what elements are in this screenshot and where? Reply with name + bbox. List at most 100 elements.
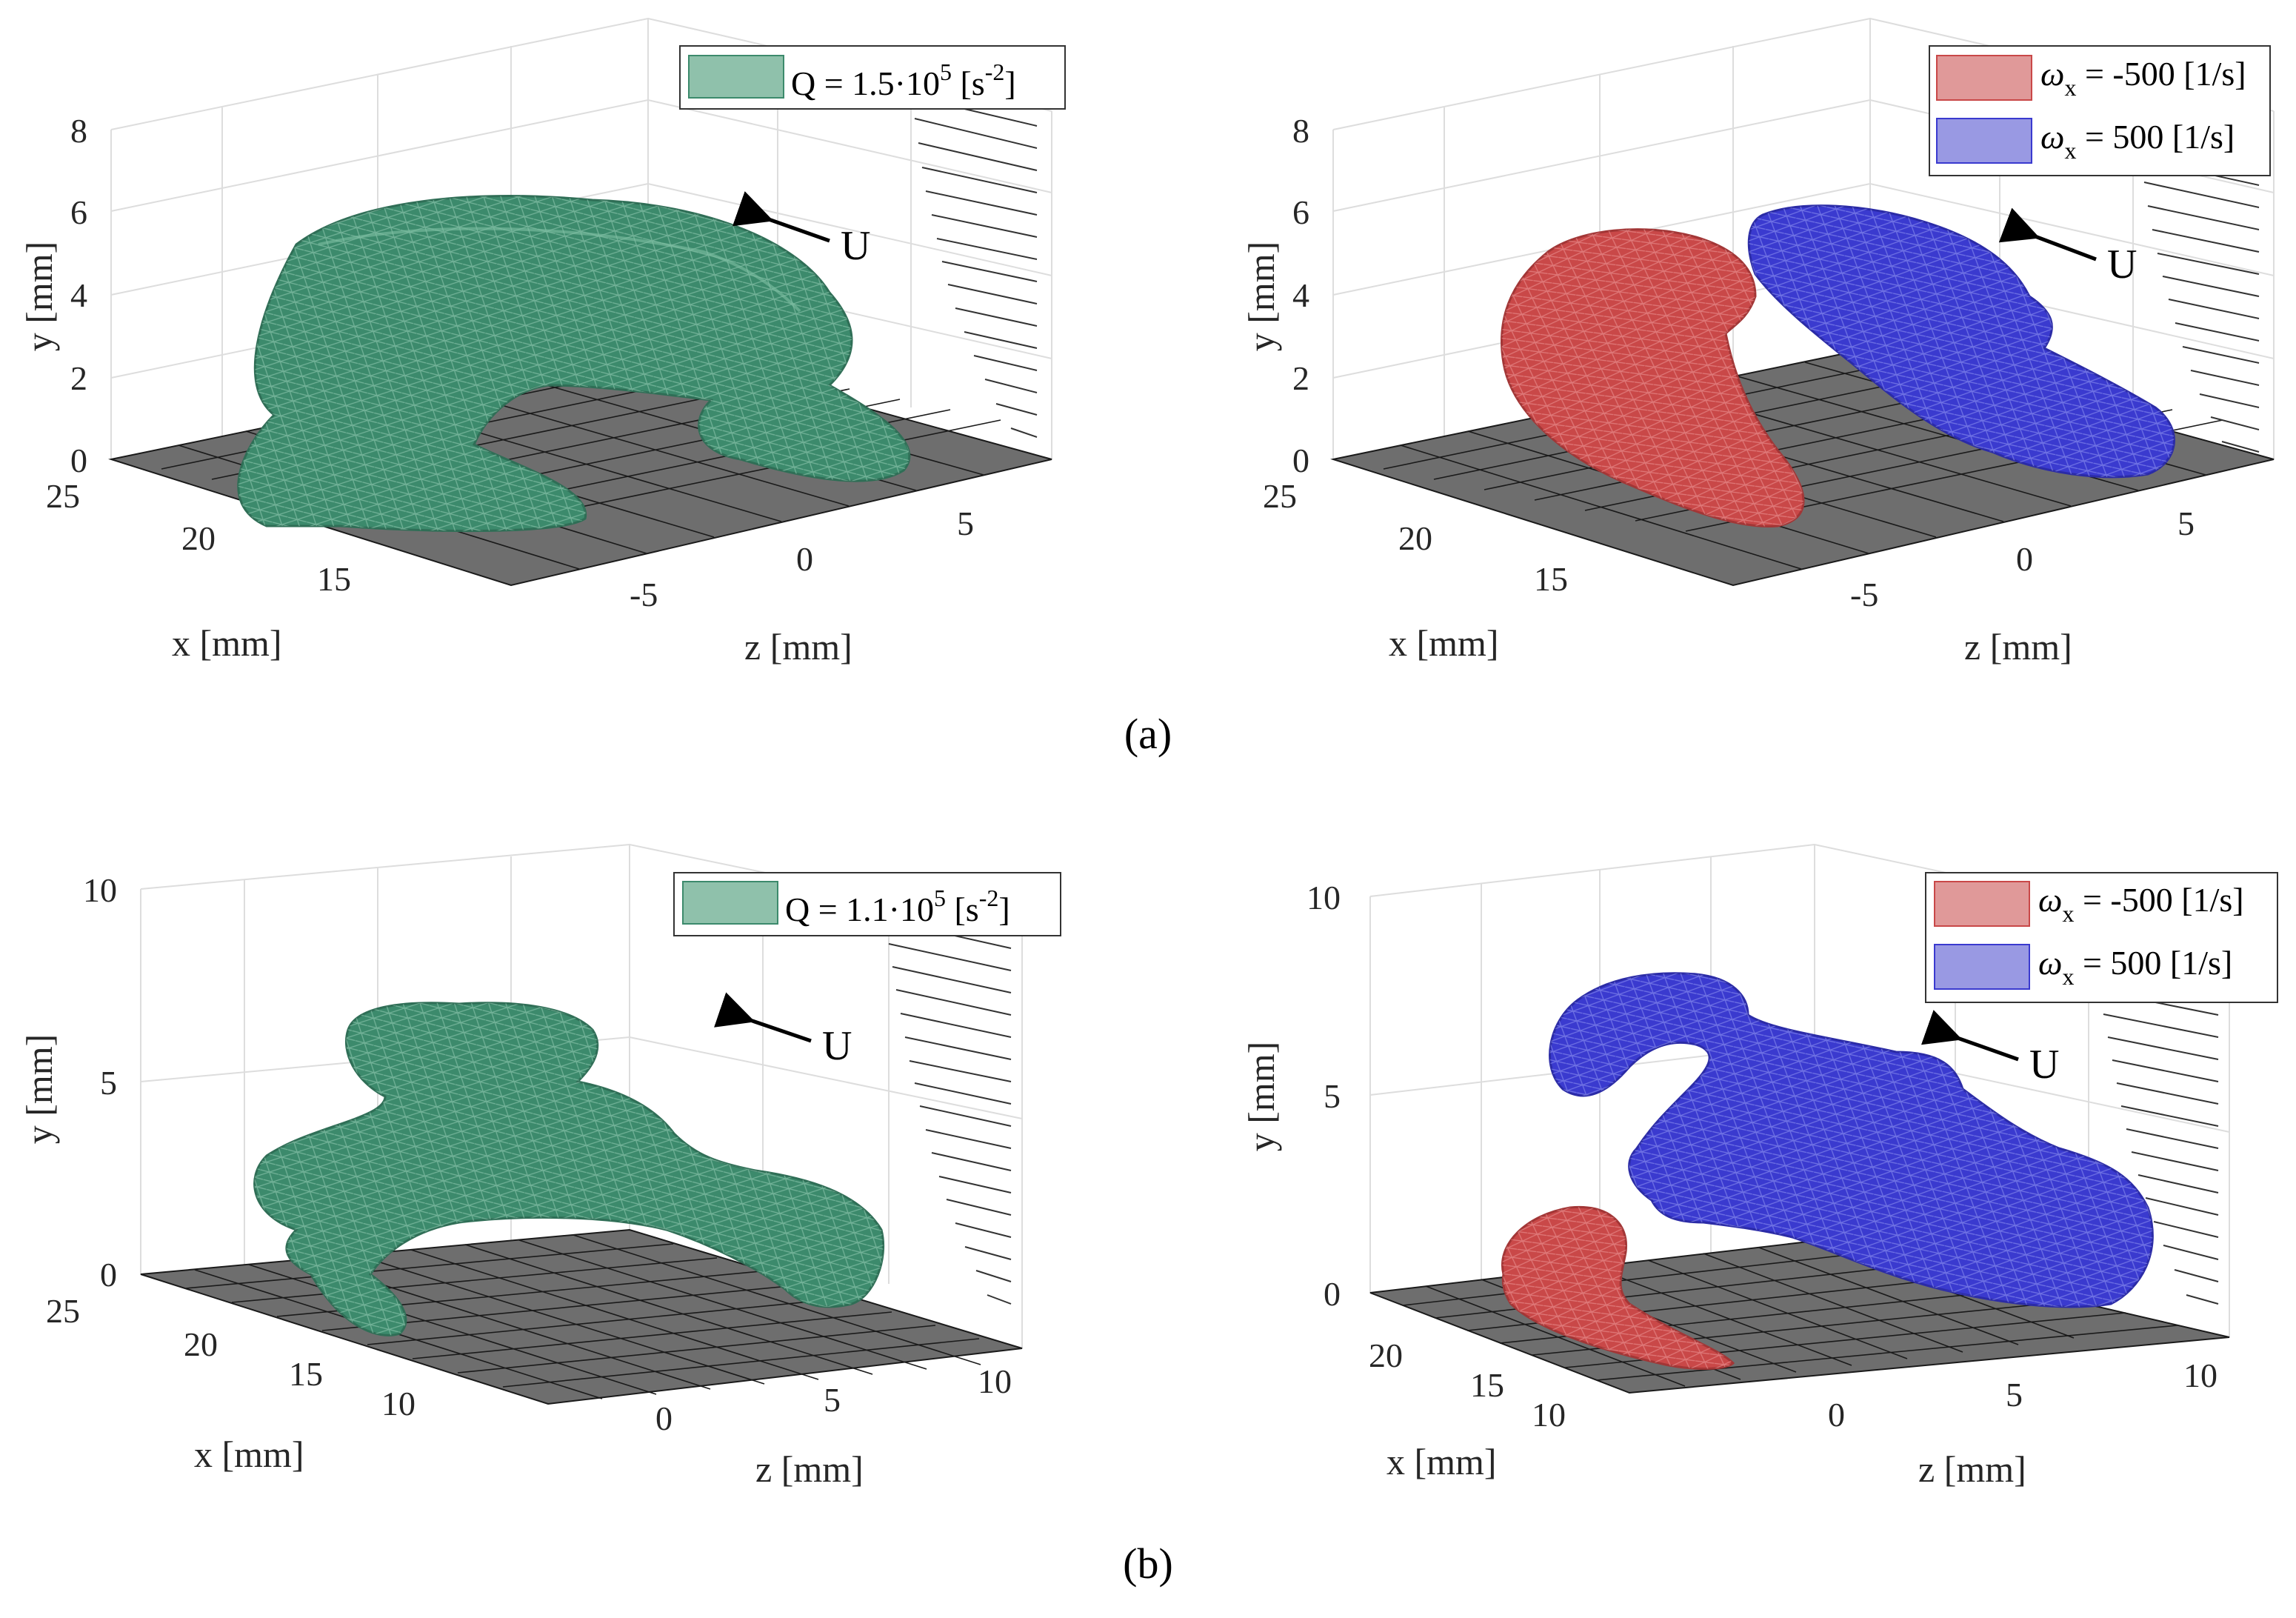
z-tick: 0 — [655, 1399, 673, 1437]
vorticity-positive-isosurface — [1549, 972, 2154, 1308]
x-axis-label: x [mm] — [1386, 1441, 1497, 1482]
legend: ωx = -500 [1/s] ωx = 500 [1/s] — [1929, 45, 2271, 176]
vorticity-negative-isosurface — [1501, 228, 1805, 527]
y-tick: 6 — [1292, 193, 1309, 231]
x-tick: 25 — [46, 477, 80, 515]
x-axis-ticks: 25 20 15 — [46, 477, 351, 598]
y-tick: 0 — [1324, 1275, 1341, 1313]
z-axis-label: z [mm] — [1964, 626, 2072, 667]
panel-b-left: U Q = 1.1·105 [s-2] 0 5 10 y [mm] 25 20 … — [19, 843, 1061, 1490]
y-tick: 2 — [1292, 359, 1309, 397]
flow-label: U — [2107, 242, 2137, 287]
flow-direction-arrow: U — [1920, 1010, 2059, 1088]
y-axis-ticks: 0 2 4 6 8 — [1292, 112, 1309, 479]
z-axis-ticks: 0 5 10 — [1828, 1356, 2217, 1434]
x-tick: 20 — [1398, 519, 1432, 557]
y-axis-label: y [mm] — [19, 242, 60, 352]
q-criterion-isosurface — [253, 1002, 885, 1336]
z-tick: 5 — [2177, 505, 2195, 542]
z-axis-label: z [mm] — [755, 1448, 864, 1490]
legend-swatch-green — [688, 55, 784, 99]
legend: ωx = -500 [1/s] ωx = 500 [1/s] — [1925, 872, 2278, 1003]
y-axis-label: y [mm] — [1241, 1042, 1282, 1152]
y-tick: 0 — [100, 1256, 117, 1294]
x-tick: 10 — [381, 1385, 416, 1422]
z-tick: 5 — [957, 505, 974, 542]
y-tick: 4 — [1292, 276, 1309, 314]
y-axis-label: y [mm] — [1241, 242, 1282, 352]
caption-a: (a) — [1124, 710, 1172, 758]
x-axis-label: x [mm] — [194, 1434, 304, 1475]
panel-a-left: U Q = 1.5·105 [s-2] 0 2 4 6 8 y [mm] 25 … — [19, 17, 1066, 667]
y-axis-label: y [mm] — [19, 1034, 60, 1145]
z-tick: 10 — [978, 1362, 1012, 1400]
x-tick: 20 — [181, 519, 216, 557]
legend-swatch-green — [682, 881, 778, 925]
legend-entry-neg: ωx = -500 [1/s] — [2040, 55, 2246, 101]
x-tick: 15 — [317, 560, 351, 598]
x-axis-label: x [mm] — [1389, 622, 1499, 664]
y-tick: 4 — [70, 276, 87, 314]
y-tick: 10 — [83, 871, 117, 909]
legend-entry-neg: ωx = -500 [1/s] — [2038, 881, 2244, 927]
y-axis-ticks: 0 2 4 6 8 — [70, 112, 87, 479]
legend-swatch-red — [1936, 55, 2032, 101]
x-axis-label: x [mm] — [172, 622, 282, 664]
legend-entry-q: Q = 1.5·105 [s-2] — [791, 59, 1016, 102]
velocity-vectors — [881, 896, 1012, 1305]
z-tick: 10 — [2183, 1356, 2217, 1394]
velocity-vectors — [2140, 159, 2260, 453]
flow-direction-arrow: U — [714, 992, 852, 1069]
x-tick: 10 — [1532, 1396, 1566, 1434]
legend-swatch-blue — [1934, 944, 2030, 990]
caption-b: (b) — [1123, 1539, 1173, 1588]
legend-entry-pos: ωx = 500 [1/s] — [2040, 118, 2235, 164]
z-tick: -5 — [1850, 576, 1878, 613]
flow-label: U — [2029, 1042, 2059, 1088]
z-axis-ticks: 0 5 10 — [655, 1362, 1012, 1437]
y-tick: 6 — [70, 193, 87, 231]
y-tick: 0 — [70, 442, 87, 479]
legend-entry-q: Q = 1.1·105 [s-2] — [785, 885, 1010, 928]
flow-direction-arrow: U — [1998, 207, 2137, 287]
z-tick: 5 — [2006, 1376, 2023, 1414]
x-tick: 15 — [289, 1355, 323, 1393]
legend-swatch-red — [1934, 881, 2030, 927]
panel-b-right: U ωx = -500 [1/s] ωx = 500 [1/s] 0 5 10 … — [1241, 843, 2278, 1490]
legend: Q = 1.5·105 [s-2] — [679, 45, 1066, 110]
x-tick: 20 — [184, 1325, 218, 1363]
x-axis-ticks: 25 20 15 — [1263, 477, 1568, 598]
vorticity-negative-isosurface — [1501, 1205, 1735, 1370]
z-tick: 0 — [2016, 540, 2033, 578]
y-tick: 8 — [70, 112, 87, 150]
x-axis-ticks: 20 15 10 — [1369, 1336, 1566, 1434]
y-axis-ticks: 0 5 10 — [1306, 879, 1341, 1313]
z-tick: -5 — [630, 576, 658, 613]
z-axis-ticks: -5 0 5 — [630, 505, 974, 613]
z-axis-ticks: -5 0 5 — [1850, 505, 2195, 613]
q-criterion-isosurface — [237, 195, 911, 533]
legend-swatch-blue — [1936, 118, 2032, 164]
z-axis-label: z [mm] — [1918, 1448, 2026, 1490]
x-tick: 15 — [1534, 560, 1568, 598]
z-tick: 0 — [796, 540, 813, 578]
y-tick: 10 — [1306, 879, 1341, 916]
y-tick: 5 — [1324, 1077, 1341, 1115]
flow-label: U — [822, 1023, 852, 1069]
y-tick: 5 — [100, 1064, 117, 1102]
panel-a-right: U ωx = -500 [1/s] ωx = 500 [1/s] 0 2 4 6… — [1241, 17, 2275, 667]
y-axis-ticks: 0 5 10 — [83, 871, 117, 1294]
legend: Q = 1.1·105 [s-2] — [673, 872, 1061, 936]
vorticity-positive-isosurface — [1747, 204, 2175, 479]
velocity-vectors — [910, 96, 1038, 438]
y-tick: 2 — [70, 359, 87, 397]
y-tick: 0 — [1292, 442, 1309, 479]
legend-entry-pos: ωx = 500 [1/s] — [2038, 944, 2232, 990]
z-tick: 5 — [824, 1381, 841, 1419]
flow-direction-arrow: U — [732, 191, 870, 269]
x-tick: 25 — [1263, 477, 1297, 515]
floor-grid — [140, 1228, 1023, 1405]
x-axis-ticks: 25 20 15 10 — [46, 1292, 416, 1422]
z-tick: 0 — [1828, 1396, 1845, 1434]
